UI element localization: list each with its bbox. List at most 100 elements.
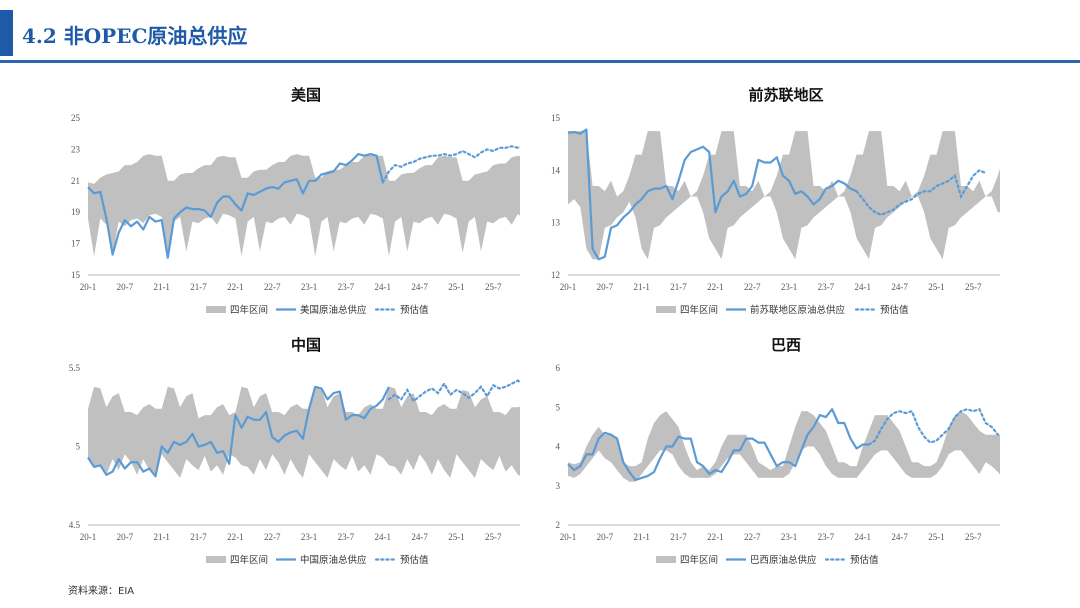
- x-tick-label: 24-1: [855, 282, 872, 292]
- x-tick-label: 22-1: [707, 282, 724, 292]
- x-tick-label: 23-7: [818, 532, 835, 542]
- y-tick-label: 23: [71, 144, 81, 154]
- chart-title: 中国: [291, 336, 321, 354]
- x-tick-label: 20-7: [117, 282, 134, 292]
- y-tick-label: 6: [556, 363, 561, 373]
- legend-band-label: 四年区间: [680, 304, 718, 316]
- legend: 四年区间 美国原油总供应 预估值: [206, 304, 429, 316]
- x-tick-label: 24-1: [855, 532, 872, 542]
- y-tick-label: 12: [551, 270, 560, 280]
- chart-title: 前苏联地区: [748, 86, 823, 104]
- legend-line-label: 巴西原油总供应: [750, 554, 817, 566]
- x-tick-label: 22-1: [227, 282, 244, 292]
- y-tick-label: 19: [71, 207, 81, 217]
- forecast-line: [867, 407, 999, 446]
- y-tick-label: 15: [551, 113, 561, 123]
- legend-band-swatch: [206, 306, 226, 313]
- x-tick-label: 25-7: [965, 282, 982, 292]
- x-tick-label: 23-1: [781, 532, 798, 542]
- header-accent-box: [0, 10, 13, 56]
- legend-band-swatch: [656, 306, 676, 313]
- range-band: [568, 129, 1000, 260]
- chart-panel-brazil: 巴西 2 3 4 5 6 20-1 20-7 21-1 21-7 22-1 22-7 23-1 23-7 2…: [530, 328, 1000, 578]
- x-tick-label: 25-1: [928, 282, 945, 292]
- legend: 四年区间 前苏联地区原油总供应 预估值: [656, 304, 909, 316]
- x-tick-label: 21-1: [153, 282, 170, 292]
- x-tick-label: 20-1: [560, 532, 577, 542]
- forecast-line: [855, 169, 987, 216]
- y-tick-label: 5.5: [69, 363, 81, 373]
- x-tick-label: 22-1: [227, 532, 244, 542]
- y-tick-label: 5: [556, 402, 561, 412]
- x-tick-label: 21-1: [153, 532, 170, 542]
- x-tick-label: 25-1: [928, 532, 945, 542]
- x-tick-label: 21-7: [670, 282, 687, 292]
- chart-title: 美国: [291, 86, 321, 104]
- legend-line-label: 中国原油总供应: [300, 554, 367, 566]
- chart-panel-us: 美国 15 17 19 21 23 25 20-1 20-7 21-1 21-7 22-1 22-7 23…: [50, 78, 520, 328]
- x-tick-label: 21-1: [633, 532, 650, 542]
- x-tick-label: 21-7: [190, 282, 207, 292]
- x-tick-label: 20-7: [597, 532, 614, 542]
- x-tick-label: 24-7: [411, 282, 428, 292]
- x-tick-label: 22-7: [744, 532, 761, 542]
- x-tick-label: 23-7: [818, 282, 835, 292]
- forecast-line: [387, 379, 520, 403]
- legend-band-label: 四年区间: [230, 554, 268, 566]
- page-header: 4.2 非OPEC原油总供应: [0, 0, 1080, 64]
- y-tick-label: 5: [76, 442, 81, 452]
- supply-line: [87, 152, 384, 259]
- x-tick-label: 24-1: [375, 532, 392, 542]
- x-tick-label: 21-7: [190, 532, 207, 542]
- x-tick-label: 20-7: [117, 532, 134, 542]
- x-tick-label: 23-1: [781, 282, 798, 292]
- x-tick-label: 23-7: [338, 532, 355, 542]
- y-tick-label: 25: [71, 113, 81, 123]
- y-tick-label: 4.5: [69, 520, 81, 530]
- legend-line-label: 前苏联地区原油总供应: [750, 304, 846, 316]
- x-tick-label: 25-1: [448, 282, 465, 292]
- legend-band-label: 四年区间: [680, 554, 718, 566]
- x-tick-label: 21-1: [633, 282, 650, 292]
- legend-band-label: 四年区间: [230, 304, 268, 316]
- y-tick-label: 14: [551, 165, 561, 175]
- x-tick-label: 24-7: [891, 532, 908, 542]
- legend: 四年区间 巴西原油总供应 预估值: [656, 554, 879, 566]
- x-tick-label: 25-7: [485, 282, 502, 292]
- x-tick-label: 23-7: [338, 282, 355, 292]
- y-tick-label: 17: [71, 239, 81, 249]
- x-tick-label: 20-1: [80, 532, 97, 542]
- x-tick-label: 25-1: [448, 532, 465, 542]
- y-tick-label: 3: [556, 481, 561, 491]
- page-title: 4.2 非OPEC原油总供应: [22, 24, 248, 48]
- legend-forecast-label: 预估值: [880, 304, 909, 316]
- x-tick-label: 22-7: [264, 532, 281, 542]
- x-tick-label: 22-7: [744, 282, 761, 292]
- supply-line: [567, 128, 858, 261]
- legend-band-swatch: [206, 556, 226, 563]
- supply-line: [87, 385, 390, 478]
- forecast-line: [381, 145, 520, 184]
- x-tick-label: 24-1: [375, 282, 392, 292]
- chart-svg: 前苏联地区 12 13 14 15 20-1 20-7 21-1 21-7 22-1 22-7 23-…: [551, 86, 1000, 316]
- legend-forecast-label: 预估值: [850, 554, 879, 566]
- y-tick-label: 21: [71, 176, 80, 186]
- x-tick-label: 21-7: [670, 532, 687, 542]
- chart-title: 巴西: [771, 336, 801, 354]
- x-tick-label: 25-7: [485, 532, 502, 542]
- chart-svg: 中国 4.5 5 5.5 20-1 20-7 21-1 21-7 22-1 22-7 23-1 23-…: [69, 336, 520, 566]
- source-note: 资料来源：EIA: [68, 586, 135, 597]
- y-tick-label: 13: [551, 218, 561, 228]
- legend-band-swatch: [656, 556, 676, 563]
- y-tick-label: 4: [556, 442, 561, 452]
- legend-line-label: 美国原油总供应: [300, 304, 367, 316]
- x-tick-label: 25-7: [965, 532, 982, 542]
- y-tick-label: 15: [71, 270, 81, 280]
- x-tick-label: 20-7: [597, 282, 614, 292]
- x-tick-label: 20-1: [80, 282, 97, 292]
- y-tick-label: 2: [556, 520, 561, 530]
- chart-panel-china: 中国 4.5 5 5.5 20-1 20-7 21-1 21-7 22-1 22-7 23-1 23-…: [50, 328, 520, 578]
- legend-forecast-label: 预估值: [400, 554, 429, 566]
- x-tick-label: 23-1: [301, 282, 318, 292]
- header-divider: [0, 60, 1080, 63]
